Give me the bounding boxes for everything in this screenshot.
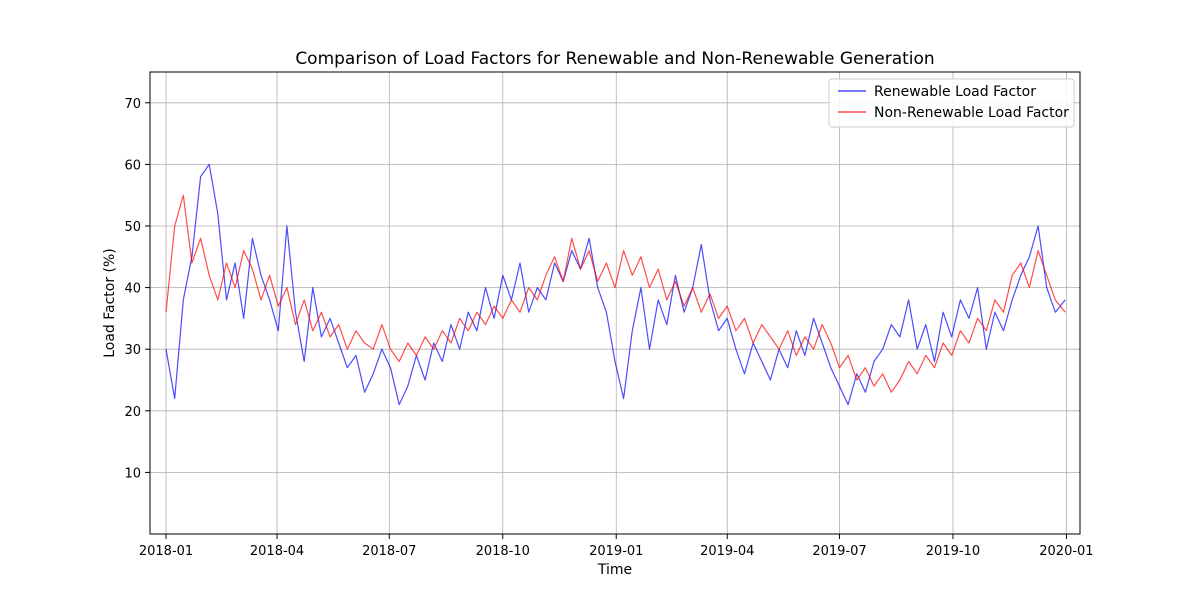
x-tick-label: 2019-07 (812, 544, 866, 559)
x-axis-ticks: 2018-01 2018-04 2018-07 2018-10 2019-01 2019-… (139, 534, 1094, 559)
legend-label-renewable: Renewable Load Factor (874, 84, 1036, 100)
x-tick-label: 2018-10 (476, 544, 530, 559)
y-axis-label: Load Factor (%) (102, 248, 118, 358)
series-line-renewable (165, 163, 1066, 406)
y-tick-label: 30 (124, 343, 141, 358)
x-tick-label: 2020-01 (1039, 544, 1093, 559)
x-tick-label: 2019-04 (700, 544, 754, 559)
x-tick-label: 2019-10 (926, 544, 980, 559)
y-tick-label: 70 (124, 97, 141, 112)
x-tick-label: 2018-04 (250, 544, 304, 559)
y-tick-label: 50 (124, 220, 141, 235)
plot-frame (149, 71, 1081, 535)
x-axis-label: Time (597, 562, 632, 578)
series-layer (165, 163, 1066, 406)
y-tick-label: 40 (124, 282, 141, 297)
y-tick-label: 60 (124, 158, 141, 173)
series-line-non-renewable (165, 194, 1066, 393)
chart-title: Comparison of Load Factors for Renewable… (295, 49, 934, 69)
y-axis-ticks: 10 20 30 40 50 60 70 (124, 97, 150, 481)
legend-label-non-renewable: Non-Renewable Load Factor (874, 105, 1069, 121)
x-tick-label: 2018-07 (362, 544, 416, 559)
x-tick-label: 2019-01 (589, 544, 643, 559)
y-tick-label: 10 (124, 466, 141, 481)
grid-lines (150, 72, 1080, 534)
legend: Renewable Load Factor Non-Renewable Load… (828, 78, 1075, 128)
x-tick-label: 2018-01 (139, 544, 193, 559)
y-tick-label: 20 (124, 405, 141, 420)
legend-box (828, 78, 1075, 128)
